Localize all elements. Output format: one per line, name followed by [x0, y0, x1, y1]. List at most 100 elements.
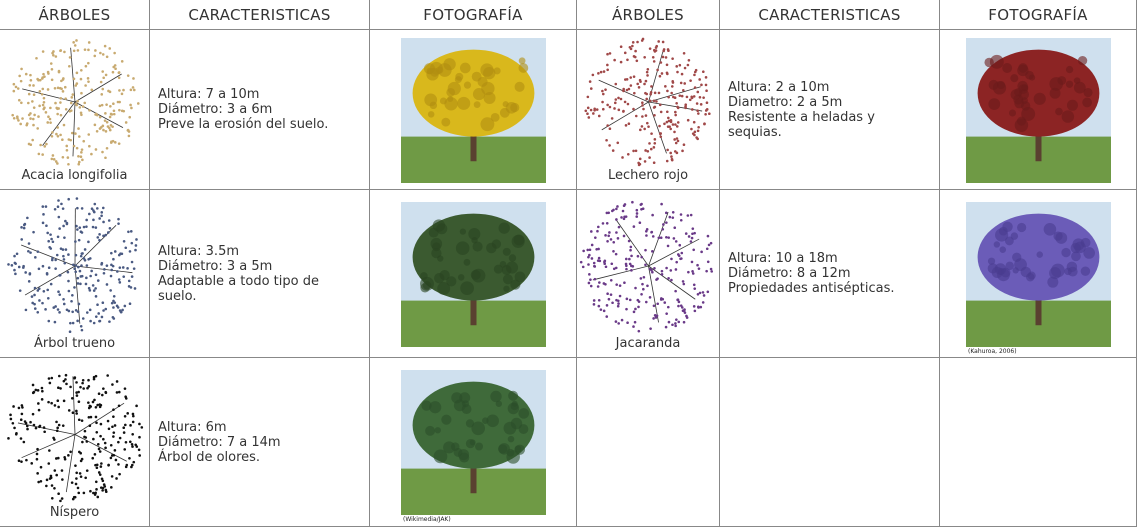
leaf	[111, 70, 115, 74]
leaf	[660, 272, 664, 276]
leaf	[33, 293, 36, 297]
branch	[648, 265, 659, 323]
leaf	[688, 98, 692, 102]
leaf	[104, 233, 107, 237]
leaf	[74, 253, 78, 257]
leaf	[650, 230, 653, 234]
leaf	[93, 398, 96, 402]
leaf	[604, 88, 607, 91]
leaf	[85, 276, 88, 280]
leaf	[606, 68, 609, 72]
leaf	[650, 268, 653, 272]
leaf	[59, 49, 62, 53]
leaf	[674, 289, 677, 293]
leaf	[596, 229, 599, 233]
leaf	[702, 96, 705, 99]
leaf	[123, 448, 127, 451]
leaf	[653, 91, 657, 95]
leaf	[658, 124, 661, 128]
trait: Propiedades antisépticas.	[728, 281, 895, 296]
leaf	[108, 115, 112, 119]
leaf	[679, 213, 683, 216]
leaf	[22, 226, 26, 230]
leaf	[84, 84, 87, 87]
leaf	[92, 218, 95, 222]
leaf	[62, 379, 66, 383]
leaf	[106, 231, 110, 234]
trait: Diámetro: 7 a 14m	[158, 434, 281, 450]
foliage	[486, 242, 497, 253]
leaf	[670, 157, 674, 161]
leaf	[56, 399, 60, 403]
leaf	[597, 256, 601, 260]
leaf	[636, 298, 640, 302]
leaf	[101, 301, 105, 304]
leaf	[659, 236, 663, 240]
leaf	[56, 162, 59, 165]
leaf	[53, 438, 56, 441]
leaf	[29, 143, 33, 147]
leaf	[689, 79, 692, 82]
leaf	[101, 479, 105, 483]
leaf	[49, 106, 52, 110]
leaf	[604, 282, 607, 286]
leaf	[41, 389, 44, 393]
leaf	[651, 270, 654, 274]
leaf	[644, 79, 648, 83]
leaf	[692, 120, 696, 124]
foliage	[1033, 92, 1046, 105]
leaf	[62, 302, 66, 306]
leaf	[77, 265, 80, 269]
leaf	[50, 258, 54, 262]
leaf	[637, 305, 640, 309]
leaf	[591, 73, 595, 77]
leaf	[17, 265, 21, 269]
leaf	[697, 112, 700, 115]
leaf	[615, 231, 618, 234]
leaf	[14, 433, 18, 436]
leaf	[100, 462, 103, 465]
foliage	[1082, 97, 1093, 107]
leaf	[593, 264, 596, 268]
leaf	[588, 273, 591, 276]
leaf	[68, 109, 72, 113]
leaf	[75, 412, 78, 415]
leaf	[603, 259, 607, 263]
leaf	[610, 117, 614, 120]
leaf	[43, 145, 47, 148]
leaf	[94, 226, 98, 229]
leaf	[29, 251, 32, 254]
leaf	[42, 96, 46, 100]
leaf	[646, 284, 649, 288]
leaf	[132, 77, 135, 80]
leaf	[654, 314, 658, 318]
leaf	[56, 205, 60, 209]
leaf	[122, 431, 126, 434]
leaf	[636, 82, 639, 86]
leaf	[690, 236, 694, 240]
leaf	[99, 80, 103, 84]
leaf	[113, 424, 117, 427]
leaf	[637, 86, 641, 89]
foliage	[518, 56, 526, 64]
leaf	[113, 449, 117, 452]
leaf	[611, 149, 615, 152]
leaf	[103, 268, 106, 271]
leaf	[124, 465, 128, 469]
leaf	[57, 199, 60, 202]
leaf	[22, 223, 26, 227]
leaf	[38, 424, 42, 428]
leaf	[674, 110, 677, 114]
leaf	[98, 405, 102, 409]
leaf	[652, 317, 655, 320]
leaf	[693, 231, 696, 235]
leaf	[671, 80, 675, 83]
leaf	[653, 141, 657, 145]
leaf	[112, 112, 116, 116]
leaf	[40, 92, 44, 96]
photo-cell	[370, 190, 577, 358]
foliage	[518, 408, 530, 419]
leaf	[57, 423, 61, 427]
leaf	[63, 261, 67, 265]
leaf	[682, 143, 686, 146]
